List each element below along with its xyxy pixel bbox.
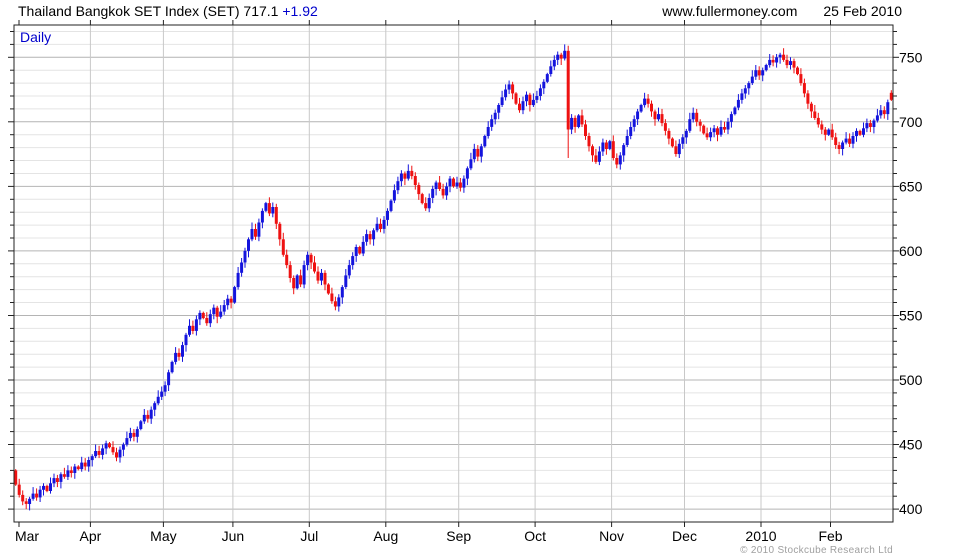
svg-text:700: 700	[899, 114, 923, 130]
svg-text:500: 500	[899, 372, 923, 388]
vertical-gridlines	[89, 25, 831, 522]
svg-text:550: 550	[899, 308, 923, 324]
svg-text:Apr: Apr	[80, 528, 102, 544]
svg-text:450: 450	[899, 437, 923, 453]
svg-text:Oct: Oct	[524, 528, 546, 544]
candles	[14, 44, 893, 511]
svg-text:Sep: Sep	[446, 528, 471, 544]
svg-text:Jul: Jul	[300, 528, 318, 544]
chart-title: Thailand Bangkok SET Index (SET) 717.1 +…	[18, 3, 318, 19]
svg-text:Nov: Nov	[599, 528, 624, 544]
copyright-notice: © 2010 Stockcube Research Ltd	[740, 545, 893, 556]
y-axis-ticks	[8, 31, 899, 510]
y-axis-labels: 400 450 500 550 600 650 700 750	[899, 49, 923, 517]
x-axis-labels: Mar Apr May Jun Jul Aug Sep Oct Nov Dec 2010 Feb	[15, 528, 843, 544]
svg-text:600: 600	[899, 243, 923, 259]
change-value: +1.92	[282, 3, 318, 19]
svg-text:650: 650	[899, 178, 923, 194]
interval-label: Daily	[20, 29, 52, 45]
plot-frame	[13, 24, 894, 523]
header-right: www.fullermoney.com 25 Feb 2010	[662, 3, 902, 19]
website-label: www.fullermoney.com	[662, 3, 798, 19]
svg-text:400: 400	[899, 501, 923, 517]
svg-text:Jun: Jun	[222, 528, 245, 544]
chart-title-text: Thailand Bangkok SET Index (SET) 717.1	[18, 3, 279, 19]
svg-text:Mar: Mar	[15, 528, 39, 544]
svg-text:Feb: Feb	[818, 528, 842, 544]
svg-text:Aug: Aug	[373, 528, 398, 544]
svg-text:2010: 2010	[745, 528, 776, 544]
horizontal-gridlines	[14, 31, 893, 510]
svg-text:Dec: Dec	[672, 528, 697, 544]
svg-text:May: May	[150, 528, 176, 544]
date-label: 25 Feb 2010	[823, 3, 902, 19]
svg-text:750: 750	[899, 49, 923, 65]
x-axis-ticks	[18, 20, 831, 527]
